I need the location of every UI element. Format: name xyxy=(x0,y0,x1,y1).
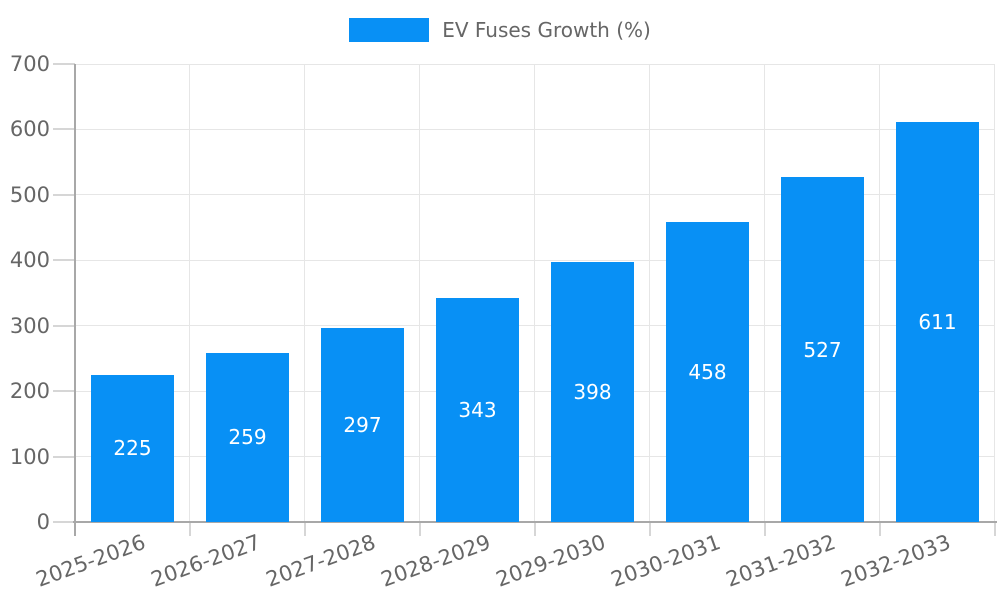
x-axis-label: 2032-2033 xyxy=(837,530,954,592)
bar[interactable]: 611 xyxy=(896,122,979,522)
x-axis-label: 2026-2027 xyxy=(147,530,264,592)
y-axis-label: 0 xyxy=(36,510,50,534)
gridline-horizontal xyxy=(75,194,995,196)
bar[interactable]: 343 xyxy=(436,297,519,522)
x-axis-tick xyxy=(994,522,996,536)
bar-slot: 458 xyxy=(650,64,765,522)
x-axis-label: 2027-2028 xyxy=(262,530,379,592)
bar-series: 225 259 297 343 398 458 527 611 xyxy=(75,64,995,522)
x-axis-tick xyxy=(879,522,881,536)
y-axis-tick xyxy=(53,193,75,196)
bar-value-label: 611 xyxy=(918,310,957,335)
gridline-vertical xyxy=(649,64,650,522)
gridline-vertical xyxy=(534,64,535,522)
bar[interactable]: 527 xyxy=(781,177,864,522)
x-axis-line xyxy=(73,521,997,523)
y-axis-label: 100 xyxy=(9,444,50,469)
y-axis-tick xyxy=(53,128,75,131)
bar-slot: 398 xyxy=(535,64,650,522)
y-axis-tick xyxy=(53,390,75,393)
x-axis-label: 2031-2032 xyxy=(722,530,839,592)
legend: EV Fuses Growth (%) xyxy=(0,18,1000,42)
bar[interactable]: 458 xyxy=(666,222,749,522)
gridline-vertical xyxy=(879,64,880,522)
bar-value-label: 527 xyxy=(803,337,842,362)
x-axis-label: 2025-2026 xyxy=(32,530,149,592)
plot-area: 225 259 297 343 398 458 527 611 0 100 200 300 400 50… xyxy=(10,52,997,592)
gridline-vertical xyxy=(764,64,765,522)
bar[interactable]: 259 xyxy=(206,352,289,522)
bar-slot: 225 xyxy=(75,64,190,522)
gridline-vertical xyxy=(304,64,305,522)
gridline-horizontal xyxy=(75,390,995,392)
gridline-horizontal xyxy=(75,259,995,261)
bar-slot: 527 xyxy=(765,64,880,522)
bar-slot: 259 xyxy=(190,64,305,522)
gridline-vertical xyxy=(419,64,420,522)
bar[interactable]: 398 xyxy=(551,261,634,522)
y-axis-tick xyxy=(53,259,75,262)
x-axis-tick xyxy=(764,522,766,536)
x-axis-tick xyxy=(189,522,191,536)
bar-value-label: 343 xyxy=(458,397,497,422)
x-axis-tick xyxy=(649,522,651,536)
y-axis-tick xyxy=(53,455,75,458)
bar-value-label: 259 xyxy=(228,425,267,450)
y-axis-label: 700 xyxy=(9,52,50,76)
gridline-horizontal xyxy=(75,63,995,65)
bar-slot: 611 xyxy=(880,64,995,522)
y-axis-tick xyxy=(53,521,75,523)
y-axis-label: 600 xyxy=(9,117,50,142)
bar-value-label: 225 xyxy=(113,436,152,461)
bar-value-label: 398 xyxy=(573,379,612,404)
y-axis-line xyxy=(74,64,76,536)
legend-label[interactable]: EV Fuses Growth (%) xyxy=(442,18,651,42)
y-axis-label: 200 xyxy=(9,379,50,404)
gridline-vertical xyxy=(189,64,190,522)
y-axis-label: 400 xyxy=(9,248,50,273)
bar[interactable]: 297 xyxy=(321,327,404,522)
gridline-horizontal xyxy=(75,325,995,327)
gridline-horizontal xyxy=(75,456,995,458)
bar[interactable]: 225 xyxy=(91,374,174,522)
bar-slot: 297 xyxy=(305,64,420,522)
y-axis-label: 500 xyxy=(9,182,50,207)
gridline-horizontal xyxy=(75,128,995,130)
y-axis-tick xyxy=(53,324,75,327)
y-axis-label: 300 xyxy=(9,313,50,338)
x-axis-label: 2028-2029 xyxy=(377,530,494,592)
x-axis-label: 2029-2030 xyxy=(492,530,609,592)
x-axis-tick xyxy=(534,522,536,536)
y-axis-tick xyxy=(53,63,75,65)
bar-value-label: 458 xyxy=(688,360,727,385)
x-axis-tick xyxy=(419,522,421,536)
x-axis-label: 2030-2031 xyxy=(607,530,724,592)
legend-swatch[interactable] xyxy=(349,18,430,42)
bar-value-label: 297 xyxy=(343,412,382,437)
x-axis-tick xyxy=(304,522,306,536)
gridline-vertical xyxy=(994,64,995,522)
bar-slot: 343 xyxy=(420,64,535,522)
